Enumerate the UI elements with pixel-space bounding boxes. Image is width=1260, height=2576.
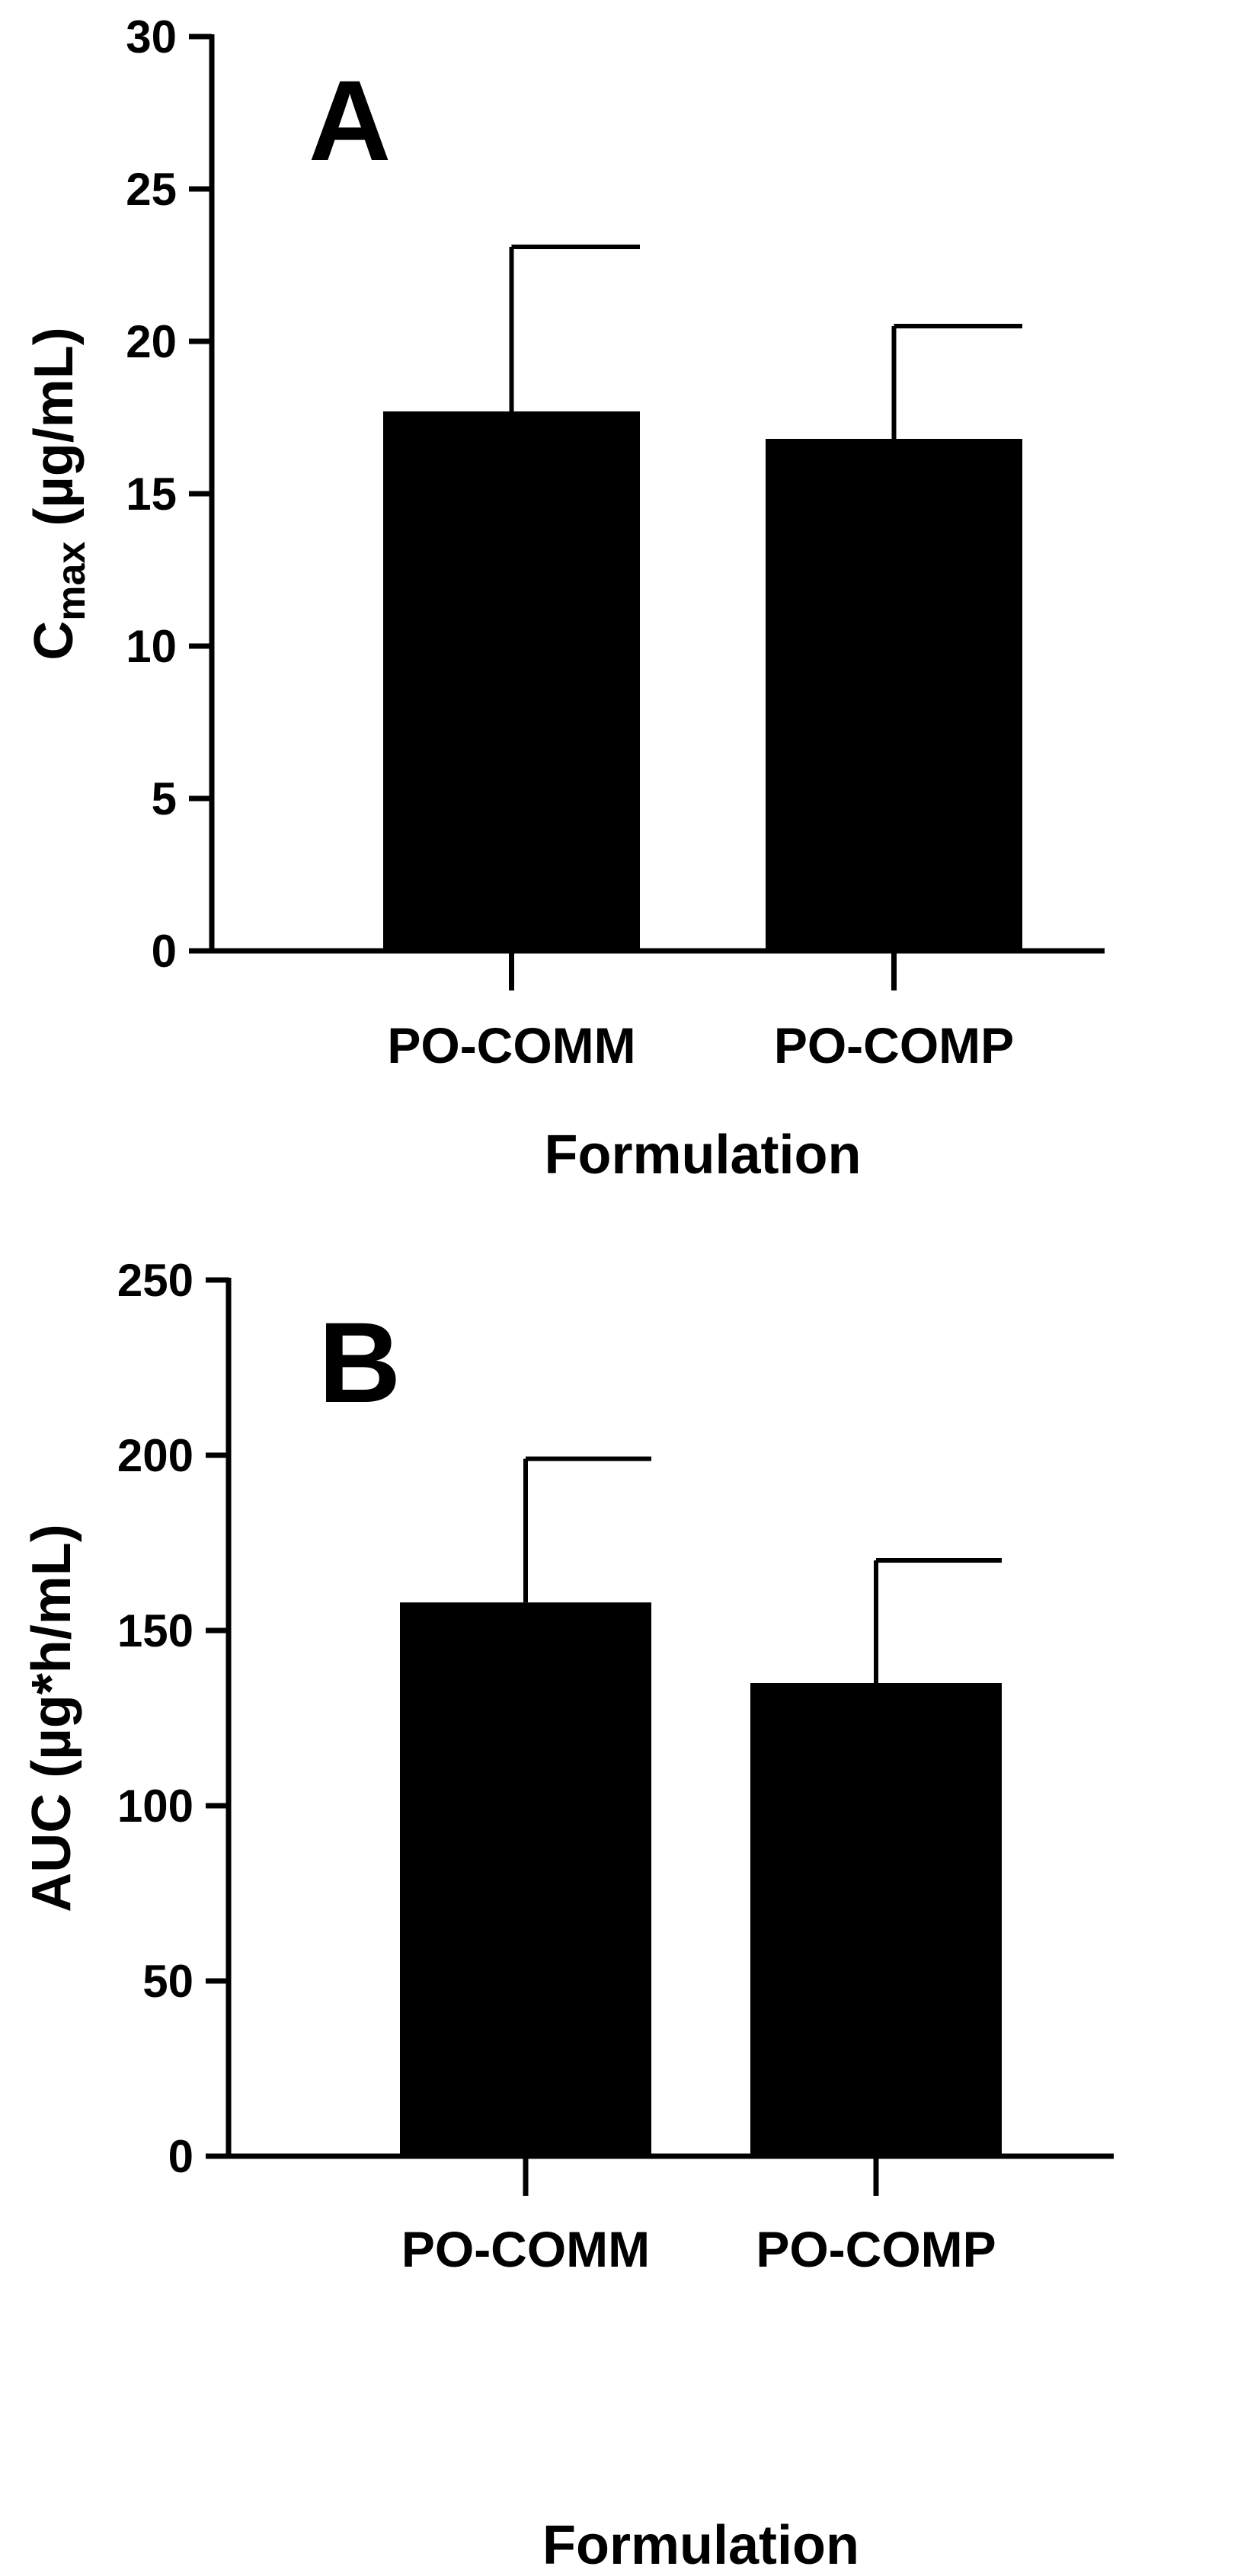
y-axis-title-main: C <box>24 621 85 661</box>
bar <box>750 1683 1002 2156</box>
y-axis-title-rest: (µg/mL) <box>24 327 85 541</box>
bars-group <box>400 1456 1002 2156</box>
y-tick-label: 100 <box>117 1781 193 1832</box>
x-axis-title: Formulation <box>542 2515 859 2576</box>
bar <box>383 411 640 951</box>
y-tick-label: 20 <box>126 316 177 367</box>
x-tick-label: PO-COMM <box>401 2221 650 2277</box>
chart-panel-a: 0 5 10 15 20 25 30 PO-COMM PO-COMP A Formulatio… <box>24 11 1105 1186</box>
x-ticks-group: PO-COMM PO-COMP <box>387 951 1014 1074</box>
y-axis-title-sub: max <box>50 542 94 621</box>
y-axis-title: AUC (µg*h/mL) <box>21 1524 82 1912</box>
x-axis-title: Formulation <box>545 1125 862 1186</box>
y-ticks-group: 0 50 100 150 200 250 <box>117 1255 229 2182</box>
chart-panel-b: 0 50 100 150 200 250 PO-COMM PO-COMP B Formula… <box>21 1255 1114 2576</box>
y-tick-label: 50 <box>142 1956 193 2007</box>
y-tick-label: 30 <box>126 11 177 62</box>
bars-group <box>383 245 1022 951</box>
x-tick-label: PO-COMP <box>756 2221 996 2277</box>
y-tick-label: 15 <box>126 469 177 520</box>
panel-label: B <box>318 1298 401 1426</box>
y-axis-title-main: AUC (µg*h/mL) <box>21 1524 82 1912</box>
y-tick-label: 5 <box>152 773 177 824</box>
y-tick-label: 200 <box>117 1430 193 1481</box>
bar <box>766 439 1022 951</box>
panel-label: A <box>309 56 391 184</box>
y-tick-label: 25 <box>126 164 177 215</box>
y-tick-label: 150 <box>117 1605 193 1656</box>
x-tick-label: PO-COMM <box>387 1017 635 1074</box>
y-tick-label: 250 <box>117 1255 193 1306</box>
y-tick-label: 0 <box>152 926 177 977</box>
y-ticks-group: 0 5 10 15 20 25 30 <box>126 11 212 977</box>
y-tick-label: 10 <box>126 621 177 672</box>
y-tick-label: 0 <box>168 2131 193 2182</box>
y-axis-title: Cmax (µg/mL) <box>24 327 94 661</box>
x-ticks-group: PO-COMM PO-COMP <box>401 2156 996 2277</box>
x-tick-label: PO-COMP <box>774 1017 1014 1074</box>
bar <box>400 1602 651 2156</box>
